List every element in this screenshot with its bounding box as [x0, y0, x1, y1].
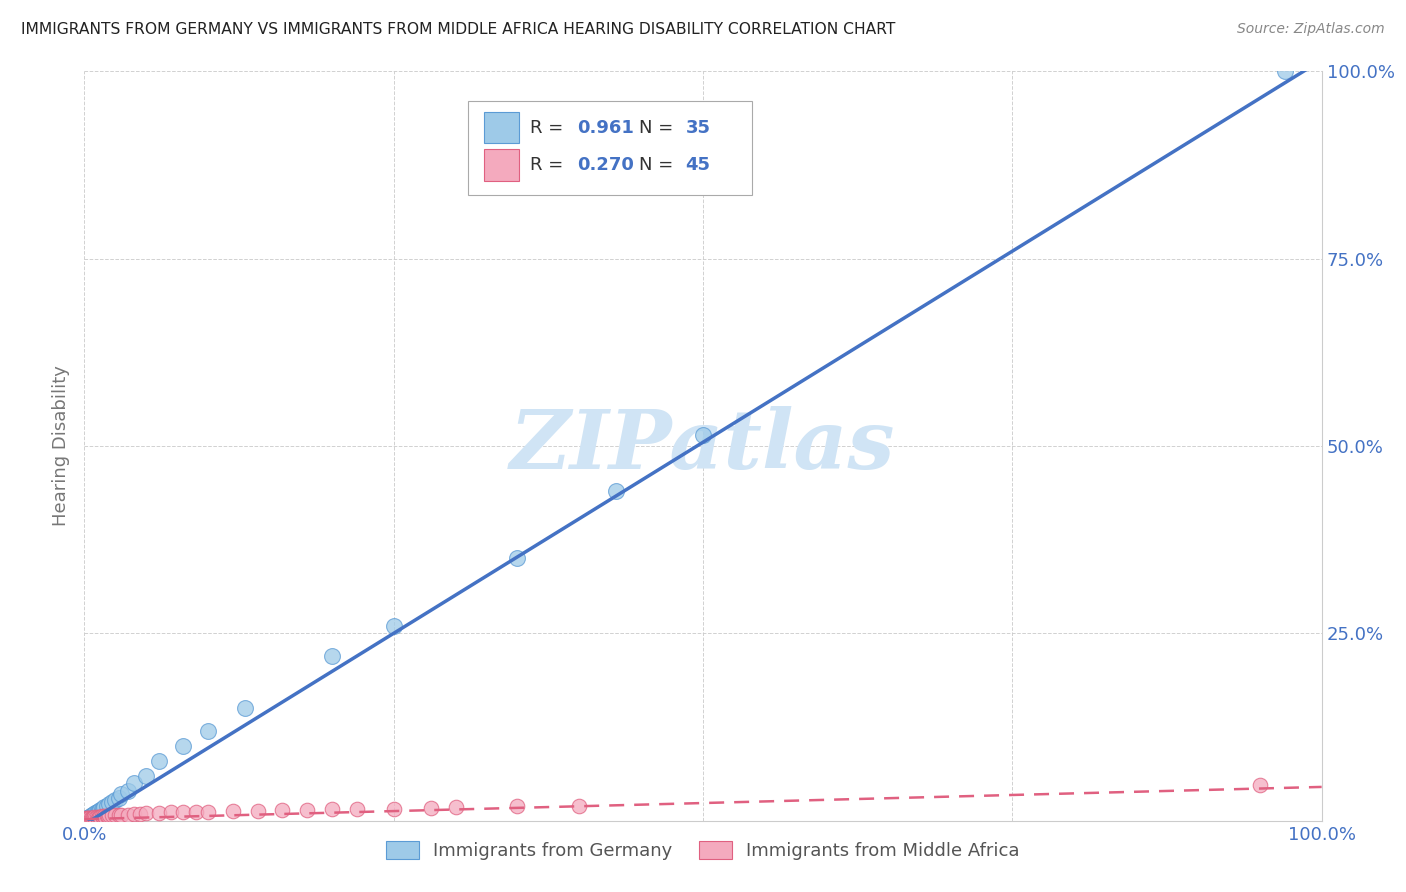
Point: [96, 809, 118, 823]
Point: [82, 811, 104, 825]
Text: Source: ZipAtlas.com: Source: ZipAtlas.com: [1237, 22, 1385, 37]
Point: [86, 805, 108, 820]
Point: [77, 811, 100, 825]
Point: [419, 801, 441, 815]
Text: 45: 45: [686, 156, 710, 174]
Text: R =: R =: [530, 119, 569, 136]
Point: [108, 791, 131, 805]
Point: [94, 810, 117, 824]
FancyBboxPatch shape: [468, 102, 752, 195]
Bar: [484, 112, 519, 144]
Text: N =: N =: [638, 119, 679, 136]
Point: [96, 798, 118, 813]
Text: IMMIGRANTS FROM GERMANY VS IMMIGRANTS FROM MIDDLE AFRICA HEARING DISABILITY CORR: IMMIGRANTS FROM GERMANY VS IMMIGRANTS FR…: [21, 22, 896, 37]
Point: [83, 806, 105, 821]
Point: [1274, 64, 1296, 78]
Point: [84, 811, 107, 825]
Point: [100, 795, 122, 809]
Point: [97, 809, 120, 823]
Point: [271, 803, 294, 817]
Point: [89, 804, 111, 818]
Point: [160, 805, 183, 820]
Point: [89, 810, 111, 824]
Point: [321, 802, 343, 816]
Point: [605, 483, 627, 498]
Point: [75, 811, 97, 825]
Point: [692, 427, 714, 442]
Point: [110, 807, 132, 822]
Point: [382, 802, 405, 816]
Point: [79, 811, 101, 825]
Point: [110, 788, 132, 802]
Point: [444, 800, 467, 814]
Point: [197, 805, 219, 819]
Point: [98, 797, 121, 812]
Point: [295, 803, 318, 817]
Point: [184, 805, 207, 819]
Point: [122, 776, 145, 790]
Point: [75, 812, 97, 826]
Point: [93, 800, 115, 814]
Text: ZIPatlas: ZIPatlas: [510, 406, 896, 486]
Point: [80, 808, 103, 822]
Point: [87, 811, 110, 825]
Point: [77, 811, 100, 825]
Point: [89, 803, 111, 817]
Y-axis label: Hearing Disability: Hearing Disability: [52, 366, 70, 526]
Point: [135, 769, 157, 783]
Point: [346, 802, 368, 816]
Point: [84, 806, 107, 821]
Point: [135, 806, 157, 821]
Point: [90, 809, 112, 823]
Point: [117, 807, 139, 822]
Point: [568, 798, 591, 813]
Point: [104, 792, 127, 806]
Point: [90, 802, 112, 816]
Point: [382, 619, 405, 633]
Point: [148, 806, 170, 821]
Point: [79, 811, 101, 825]
Point: [89, 810, 111, 824]
Point: [91, 802, 114, 816]
Point: [93, 809, 115, 823]
Point: [246, 804, 269, 818]
Point: [82, 807, 104, 822]
Text: 0.961: 0.961: [576, 119, 634, 136]
Bar: [484, 149, 519, 181]
Text: N =: N =: [638, 156, 679, 174]
Point: [91, 810, 114, 824]
Point: [100, 808, 122, 822]
Legend: Immigrants from Germany, Immigrants from Middle Africa: Immigrants from Germany, Immigrants from…: [387, 841, 1019, 860]
Text: 0.270: 0.270: [576, 156, 634, 174]
Point: [506, 799, 529, 814]
Point: [104, 808, 127, 822]
Point: [197, 723, 219, 738]
Point: [172, 739, 194, 753]
Point: [129, 806, 152, 821]
Text: R =: R =: [530, 156, 569, 174]
Point: [222, 804, 245, 818]
Point: [86, 810, 108, 824]
Point: [83, 810, 105, 824]
Point: [80, 811, 103, 825]
Point: [76, 811, 98, 825]
Point: [117, 783, 139, 797]
Point: [98, 808, 121, 822]
Point: [172, 805, 194, 820]
Point: [122, 806, 145, 821]
Point: [79, 810, 101, 824]
Point: [233, 701, 256, 715]
Point: [76, 811, 98, 825]
Point: [87, 805, 110, 819]
Text: 35: 35: [686, 119, 710, 136]
Point: [506, 551, 529, 566]
Point: [1249, 778, 1271, 792]
Point: [321, 648, 343, 663]
Point: [108, 807, 131, 822]
Point: [79, 809, 101, 823]
Point: [148, 754, 170, 768]
